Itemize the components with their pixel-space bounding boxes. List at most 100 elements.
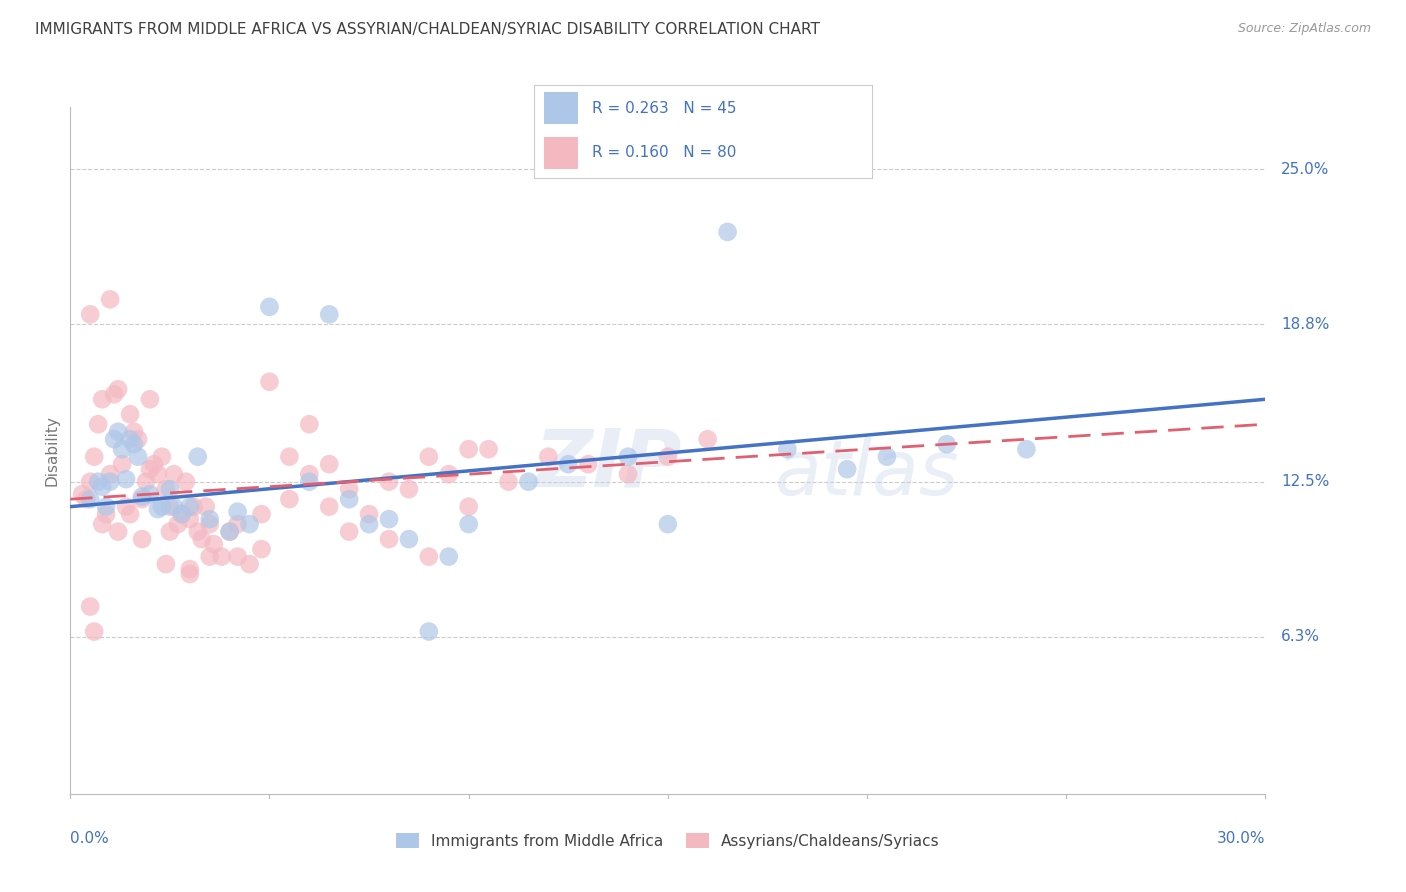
Immigrants from Middle Africa [935,437,957,451]
Y-axis label: Disability: Disability [44,415,59,486]
Immigrants from Middle Africa [418,624,440,639]
Assyrians/Chaldeans/Syriacs [122,425,145,439]
Immigrants from Middle Africa [837,462,859,476]
Assyrians/Chaldeans/Syriacs [79,307,101,321]
Assyrians/Chaldeans/Syriacs [198,549,221,564]
Immigrants from Middle Africa [717,225,740,239]
Assyrians/Chaldeans/Syriacs [437,467,460,482]
Assyrians/Chaldeans/Syriacs [498,475,520,489]
Assyrians/Chaldeans/Syriacs [135,475,157,489]
Assyrians/Chaldeans/Syriacs [218,524,240,539]
Assyrians/Chaldeans/Syriacs [98,293,121,307]
Immigrants from Middle Africa [517,475,540,489]
Immigrants from Middle Africa [226,505,249,519]
Assyrians/Chaldeans/Syriacs [576,457,599,471]
Assyrians/Chaldeans/Syriacs [250,507,273,521]
Immigrants from Middle Africa [657,517,679,532]
Assyrians/Chaldeans/Syriacs [131,492,153,507]
Assyrians/Chaldeans/Syriacs [478,442,501,457]
Immigrants from Middle Africa [239,517,262,532]
Bar [544,92,578,124]
Text: 30.0%: 30.0% [1218,831,1265,847]
Assyrians/Chaldeans/Syriacs [127,432,149,446]
Text: R = 0.263   N = 45: R = 0.263 N = 45 [592,101,737,116]
Immigrants from Middle Africa [150,500,173,514]
Assyrians/Chaldeans/Syriacs [194,500,217,514]
Immigrants from Middle Africa [163,500,186,514]
Text: atlas: atlas [775,437,959,511]
Legend: Immigrants from Middle Africa, Assyrians/Chaldeans/Syriacs: Immigrants from Middle Africa, Assyrians… [389,827,946,855]
Immigrants from Middle Africa [776,442,799,457]
Immigrants from Middle Africa [159,482,181,496]
Assyrians/Chaldeans/Syriacs [318,500,340,514]
Immigrants from Middle Africa [337,492,360,507]
Immigrants from Middle Africa [318,307,340,321]
Assyrians/Chaldeans/Syriacs [696,432,718,446]
Assyrians/Chaldeans/Syriacs [83,450,105,464]
Immigrants from Middle Africa [179,500,201,514]
Assyrians/Chaldeans/Syriacs [418,549,440,564]
Assyrians/Chaldeans/Syriacs [163,467,186,482]
Immigrants from Middle Africa [87,475,110,489]
Immigrants from Middle Africa [259,300,281,314]
Immigrants from Middle Africa [617,450,640,464]
Assyrians/Chaldeans/Syriacs [191,532,214,546]
Assyrians/Chaldeans/Syriacs [120,507,141,521]
Assyrians/Chaldeans/Syriacs [91,517,114,532]
Assyrians/Chaldeans/Syriacs [107,524,129,539]
Immigrants from Middle Africa [198,512,221,526]
Assyrians/Chaldeans/Syriacs [202,537,225,551]
Assyrians/Chaldeans/Syriacs [226,549,249,564]
Assyrians/Chaldeans/Syriacs [457,500,479,514]
Text: 12.5%: 12.5% [1281,475,1330,489]
Immigrants from Middle Africa [457,517,479,532]
Assyrians/Chaldeans/Syriacs [250,542,273,557]
Assyrians/Chaldeans/Syriacs [278,492,301,507]
Assyrians/Chaldeans/Syriacs [111,457,134,471]
Immigrants from Middle Africa [557,457,579,471]
Immigrants from Middle Africa [98,475,121,489]
Assyrians/Chaldeans/Syriacs [259,375,281,389]
Immigrants from Middle Africa [298,475,321,489]
Assyrians/Chaldeans/Syriacs [537,450,560,464]
Immigrants from Middle Africa [79,492,101,507]
Text: 0.0%: 0.0% [70,831,110,847]
Assyrians/Chaldeans/Syriacs [457,442,479,457]
Assyrians/Chaldeans/Syriacs [226,517,249,532]
Assyrians/Chaldeans/Syriacs [96,507,118,521]
Text: IMMIGRANTS FROM MIDDLE AFRICA VS ASSYRIAN/CHALDEAN/SYRIAC DISABILITY CORRELATION: IMMIGRANTS FROM MIDDLE AFRICA VS ASSYRIA… [35,22,820,37]
Text: Source: ZipAtlas.com: Source: ZipAtlas.com [1237,22,1371,36]
Assyrians/Chaldeans/Syriacs [174,475,197,489]
Assyrians/Chaldeans/Syriacs [298,467,321,482]
Assyrians/Chaldeans/Syriacs [159,524,181,539]
Immigrants from Middle Africa [146,502,169,516]
Assyrians/Chaldeans/Syriacs [359,507,381,521]
Immigrants from Middle Africa [103,432,125,446]
Assyrians/Chaldeans/Syriacs [79,475,101,489]
Assyrians/Chaldeans/Syriacs [179,512,201,526]
Immigrants from Middle Africa [378,512,401,526]
Immigrants from Middle Africa [359,517,381,532]
Assyrians/Chaldeans/Syriacs [378,532,401,546]
Assyrians/Chaldeans/Syriacs [187,524,209,539]
Assyrians/Chaldeans/Syriacs [337,482,360,496]
Immigrants from Middle Africa [170,507,193,521]
Assyrians/Chaldeans/Syriacs [211,549,233,564]
Assyrians/Chaldeans/Syriacs [83,624,105,639]
Assyrians/Chaldeans/Syriacs [617,467,640,482]
Immigrants from Middle Africa [107,425,129,439]
Assyrians/Chaldeans/Syriacs [155,557,177,571]
Text: 18.8%: 18.8% [1281,317,1330,332]
Text: R = 0.160   N = 80: R = 0.160 N = 80 [592,145,735,160]
Assyrians/Chaldeans/Syriacs [75,492,97,507]
Assyrians/Chaldeans/Syriacs [159,500,181,514]
Immigrants from Middle Africa [91,480,114,494]
Assyrians/Chaldeans/Syriacs [657,450,679,464]
Immigrants from Middle Africa [437,549,460,564]
Assyrians/Chaldeans/Syriacs [398,482,420,496]
Immigrants from Middle Africa [127,450,149,464]
Assyrians/Chaldeans/Syriacs [146,467,169,482]
Assyrians/Chaldeans/Syriacs [155,482,177,496]
Immigrants from Middle Africa [115,472,138,486]
Immigrants from Middle Africa [218,524,240,539]
